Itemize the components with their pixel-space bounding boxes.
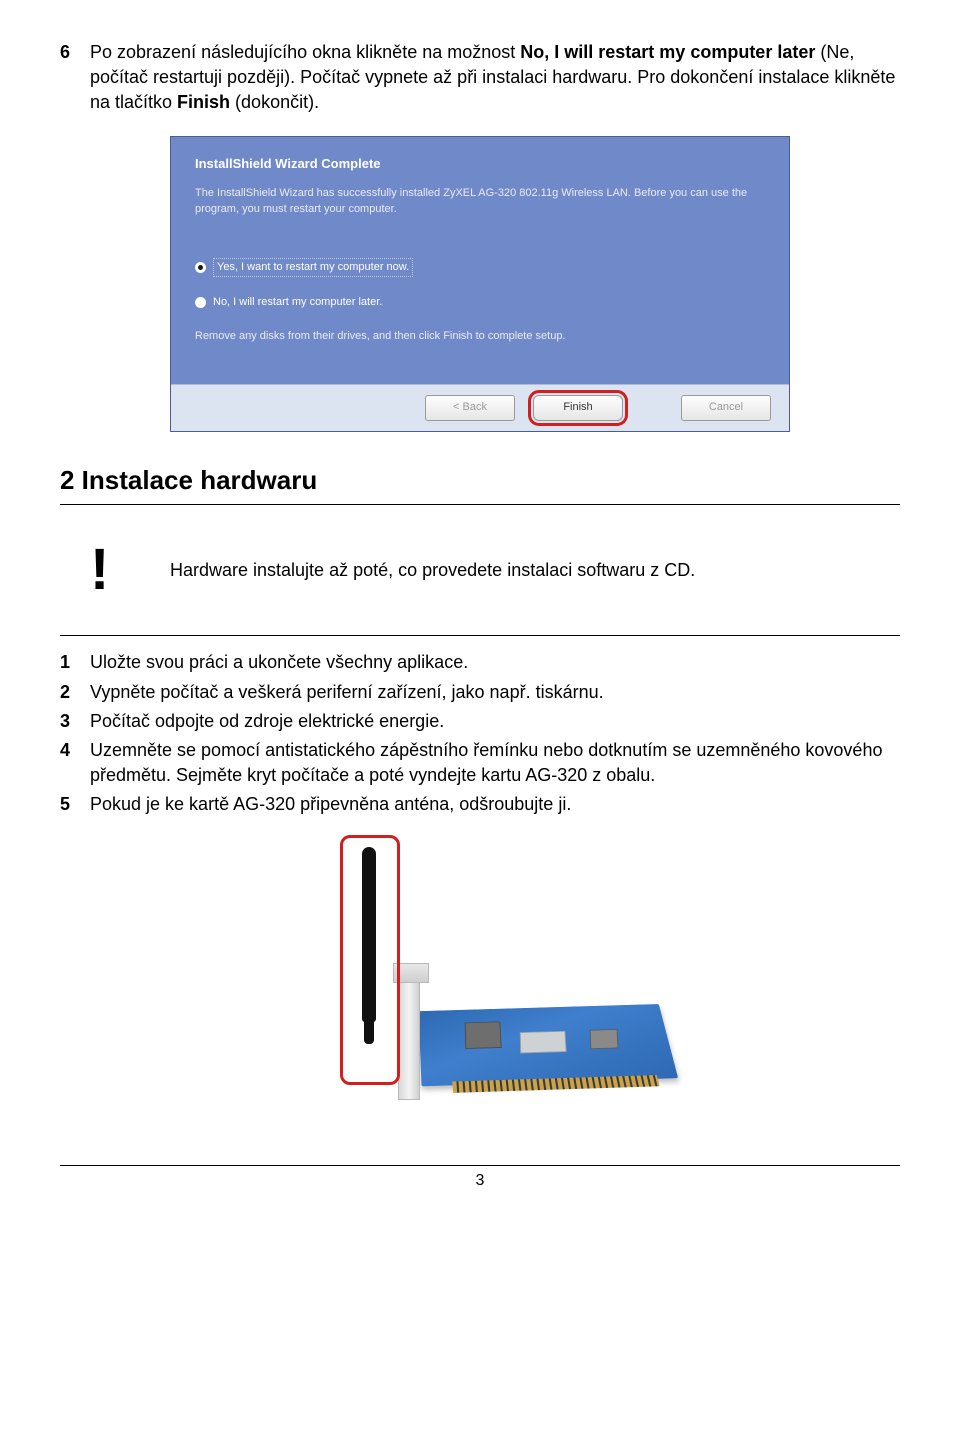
- installer-title: InstallShield Wizard Complete: [195, 155, 765, 173]
- warning-text: Hardware instalujte až poté, co provedet…: [170, 558, 695, 583]
- divider: [60, 635, 900, 636]
- chip-icon: [465, 1022, 502, 1050]
- step-text: Pokud je ke kartě AG-320 připevněna anté…: [90, 792, 900, 817]
- step-text: Vypněte počítač a veškerá periferní zaří…: [90, 680, 900, 705]
- step-item: 2 Vypněte počítač a veškerá periferní za…: [60, 680, 900, 705]
- radio-restart-now-label: Yes, I want to restart my computer now.: [213, 258, 413, 277]
- intro-number: 6: [60, 40, 90, 116]
- hardware-figure: [270, 835, 690, 1135]
- intro-paragraph: 6 Po zobrazení následujícího okna klikně…: [60, 40, 900, 116]
- antenna-highlight-box: [340, 835, 400, 1085]
- chip-icon: [590, 1029, 619, 1049]
- back-button[interactable]: < Back: [425, 395, 515, 421]
- steps-list: 1 Uložte svou práci a ukončete všechny a…: [60, 650, 900, 817]
- step-item: 3 Počítač odpojte od zdroje elektrické e…: [60, 709, 900, 734]
- installer-note: Remove any disks from their drives, and …: [195, 329, 765, 344]
- cancel-button[interactable]: Cancel: [681, 395, 771, 421]
- bracket-icon: [398, 980, 420, 1100]
- installer-description: The InstallShield Wizard has successfull…: [195, 185, 765, 218]
- radio-restart-later-label: No, I will restart my computer later.: [213, 295, 382, 310]
- footer-divider: [60, 1165, 900, 1166]
- radio-restart-later[interactable]: No, I will restart my computer later.: [195, 295, 765, 310]
- step-text: Uložte svou práci a ukončete všechny apl…: [90, 650, 900, 675]
- step-item: 4 Uzemněte se pomocí antistatického zápě…: [60, 738, 900, 788]
- radio-off-icon: [195, 297, 206, 308]
- warning-row: ! Hardware instalujte až poté, co proved…: [60, 511, 900, 629]
- section-heading: 2 Instalace hardwaru: [60, 462, 900, 498]
- step-item: 5 Pokud je ke kartě AG-320 připevněna an…: [60, 792, 900, 817]
- warning-icon: !: [60, 541, 170, 599]
- finish-button[interactable]: Finish: [533, 395, 623, 421]
- divider: [60, 504, 900, 505]
- step-item: 1 Uložte svou práci a ukončete všechny a…: [60, 650, 900, 675]
- chip-icon: [520, 1031, 567, 1054]
- installer-button-bar: < Back Finish Cancel: [171, 384, 789, 431]
- intro-text: Po zobrazení následujícího okna klikněte…: [90, 40, 900, 116]
- installer-dialog: InstallShield Wizard Complete The Instal…: [170, 136, 790, 432]
- radio-on-icon: [195, 262, 206, 273]
- step-text: Uzemněte se pomocí antistatického zápěst…: [90, 738, 900, 788]
- page-number: 3: [60, 1170, 900, 1192]
- step-text: Počítač odpojte od zdroje elektrické ene…: [90, 709, 900, 734]
- radio-restart-now[interactable]: Yes, I want to restart my computer now.: [195, 258, 765, 277]
